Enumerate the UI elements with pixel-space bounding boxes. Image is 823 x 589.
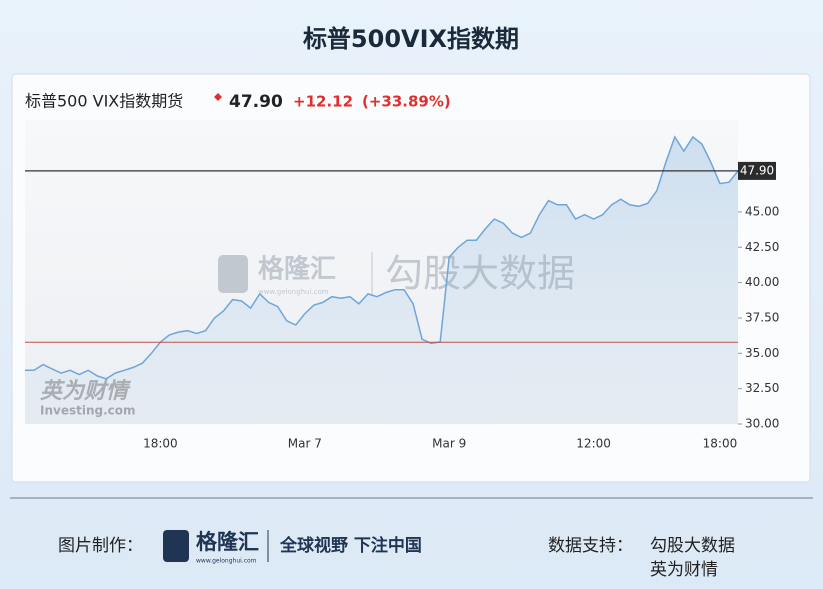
wm-inv-en: Investing.com [40, 404, 136, 418]
data-by: 数据支持： [548, 536, 633, 556]
wm-glh-url: www.gelonghui.com [258, 288, 329, 296]
y-tick-label: 45.00 [745, 204, 779, 218]
wm-glh: 格隆汇 [258, 254, 336, 285]
logo-icon [163, 530, 189, 562]
x-tick-label: Mar 7 [288, 437, 322, 451]
y-tick-label: 30.00 [745, 417, 779, 431]
x-tick-label: 18:00 [143, 437, 178, 451]
price: 47.90 [229, 92, 283, 112]
price-tag-label: 47.90 [740, 163, 774, 177]
slogan: 全球视野 下注中国 [279, 535, 422, 556]
title: 标普500VIX指数期 [303, 25, 519, 53]
line [25, 135, 739, 380]
y-tick-label: 42.50 [745, 240, 779, 254]
x-tick-label: 18:00 [703, 437, 738, 451]
diamond-icon [214, 93, 222, 101]
source1: 勾股大数据 [650, 536, 735, 556]
x-tick-label: Mar 9 [432, 437, 466, 451]
y-tick-label: 32.50 [745, 381, 779, 395]
source2: 英为财情 [650, 560, 718, 580]
logo: 格隆汇 [196, 530, 259, 554]
wm-inv-cn: 英为财情 [40, 379, 132, 404]
wm-ggu: 勾股大数据 [385, 252, 575, 296]
price-tag [738, 161, 776, 180]
x-tick-label: 12:00 [576, 437, 611, 451]
instrument-name: 标普500 VIX指数期货 [25, 92, 183, 111]
made-by: 图片制作： [58, 536, 143, 556]
logo-url: www.gelonghui.com [196, 558, 257, 565]
y-tick-label: 35.00 [745, 346, 779, 360]
y-tick-label: 40.00 [745, 275, 779, 289]
change: +12.12 [293, 93, 353, 111]
watermarks: 格隆汇 www.gelonghui.com 勾股大数据 英为财情 Investi… [40, 252, 575, 418]
glh-icon [218, 255, 248, 293]
change-pct: (+33.89%) [362, 93, 451, 111]
y-tick-label: 37.50 [745, 310, 779, 324]
area [25, 137, 738, 424]
